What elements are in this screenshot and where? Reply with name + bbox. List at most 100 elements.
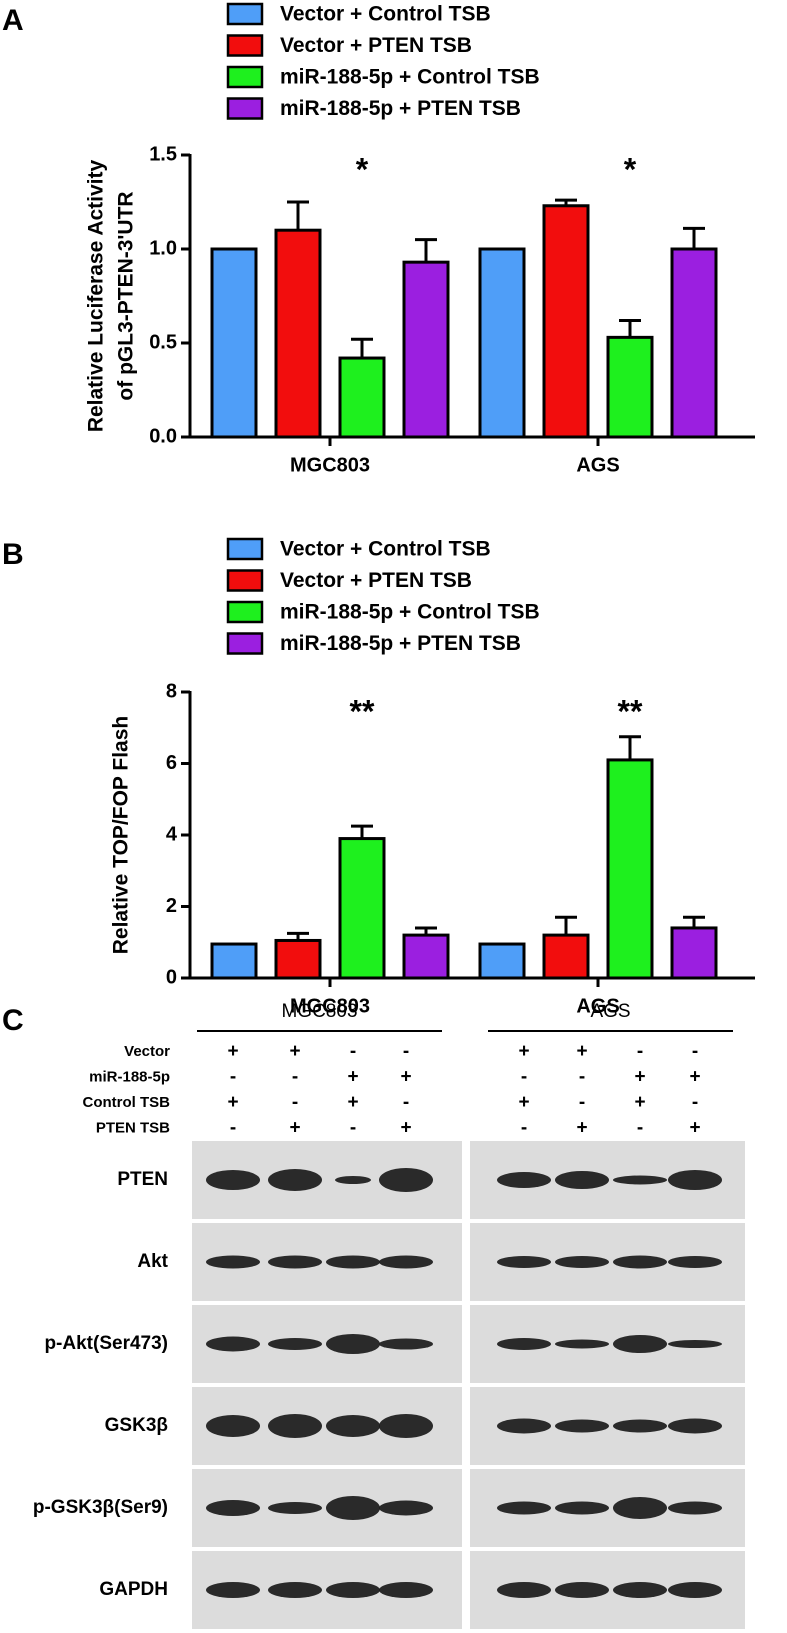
- bar: [402, 933, 450, 980]
- condition-sign: +: [347, 1067, 358, 1088]
- legend-swatch: [226, 2, 264, 26]
- blot-band: [668, 1170, 722, 1190]
- protein-label: p-GSK3β(Ser9): [33, 1497, 168, 1518]
- condition-sign: +: [634, 1067, 645, 1088]
- y-tick-label: 1.0: [149, 237, 177, 259]
- condition-sign: +: [347, 1092, 358, 1113]
- legend-swatch: [226, 600, 264, 624]
- condition-sign: +: [227, 1041, 238, 1062]
- condition-sign: +: [400, 1067, 411, 1088]
- panel-label: B: [2, 538, 24, 571]
- legend-label: Vector + Control TSB: [280, 3, 491, 26]
- blot-band: [268, 1502, 322, 1514]
- panel-label: A: [2, 4, 24, 37]
- y-axis-label: of pGL3-PTEN-3'UTR: [115, 191, 138, 400]
- error-bar: [619, 735, 641, 760]
- blot-band: [206, 1170, 260, 1190]
- condition-sign: -: [230, 1118, 236, 1139]
- bar: [338, 837, 386, 980]
- x-tick-label: AGS: [576, 995, 619, 1017]
- blot-band: [379, 1582, 433, 1598]
- y-axis-label: Relative TOP/FOP Flash: [110, 716, 133, 954]
- condition-sign: -: [692, 1092, 698, 1113]
- bar: [210, 942, 258, 980]
- blot-band: [268, 1414, 322, 1438]
- legend-swatch: [226, 569, 264, 592]
- condition-sign: -: [403, 1041, 409, 1062]
- error-bar: [683, 226, 705, 249]
- legend-label: miR-188-5p + PTEN TSB: [280, 632, 521, 655]
- protein-label: p-Akt(Ser473): [44, 1333, 168, 1354]
- x-tick-label: AGS: [576, 454, 619, 476]
- condition-sign: +: [289, 1041, 300, 1062]
- bar: [274, 228, 322, 439]
- legend-label: Vector + Control TSB: [280, 538, 491, 561]
- blot-band: [497, 1256, 551, 1268]
- error-bar: [351, 824, 373, 839]
- bar: [478, 247, 526, 439]
- condition-label: PTEN TSB: [96, 1119, 170, 1136]
- blot-band: [497, 1338, 551, 1350]
- legend-swatch: [226, 632, 264, 655]
- group-label: MGC803: [281, 1001, 357, 1022]
- y-tick-label: 0: [166, 966, 177, 988]
- condition-sign: -: [637, 1041, 643, 1062]
- blot-band: [668, 1256, 722, 1268]
- condition-sign: +: [227, 1092, 238, 1113]
- condition-label: miR-188-5p: [89, 1068, 170, 1085]
- condition-sign: -: [521, 1118, 527, 1139]
- condition-sign: -: [292, 1067, 298, 1088]
- blot-band: [555, 1582, 609, 1598]
- condition-sign: +: [689, 1118, 700, 1139]
- blot-band: [555, 1501, 609, 1515]
- bar: [606, 758, 654, 980]
- x-tick-label: MGC803: [290, 995, 370, 1017]
- legend-swatch: [226, 97, 264, 120]
- condition-label: Control TSB: [83, 1094, 171, 1111]
- condition-sign: -: [692, 1041, 698, 1062]
- protein-label: GSK3β: [105, 1415, 168, 1436]
- blot-band: [379, 1168, 433, 1192]
- legend-swatch: [226, 34, 264, 57]
- bar: [542, 204, 590, 439]
- bar: [606, 335, 654, 439]
- blot-band: [206, 1336, 260, 1352]
- legend-label: Vector + PTEN TSB: [280, 569, 472, 592]
- condition-sign: +: [518, 1092, 529, 1113]
- blot-band: [379, 1500, 433, 1516]
- bar: [670, 926, 718, 980]
- blot-band: [326, 1496, 380, 1520]
- error-bar: [351, 337, 373, 359]
- error-bar: [619, 318, 641, 338]
- blot-band: [613, 1255, 667, 1269]
- significance-mark: **: [618, 693, 643, 729]
- condition-sign: -: [579, 1067, 585, 1088]
- panel-label: C: [2, 1004, 24, 1037]
- x-tick-label: MGC803: [290, 454, 370, 476]
- y-tick-label: 4: [166, 823, 178, 845]
- condition-sign: +: [576, 1118, 587, 1139]
- blot-band: [268, 1582, 322, 1598]
- blot-band: [379, 1414, 433, 1438]
- blot-band: [497, 1172, 551, 1188]
- legend-swatch: [226, 65, 264, 89]
- y-tick-label: 0.5: [149, 331, 177, 353]
- blot-band: [326, 1415, 380, 1437]
- y-tick-label: 8: [166, 680, 177, 702]
- y-tick-label: 2: [166, 895, 177, 917]
- blot-band: [613, 1175, 667, 1185]
- bar: [402, 260, 450, 439]
- blot-band: [326, 1255, 380, 1269]
- condition-sign: -: [637, 1118, 643, 1139]
- significance-mark: *: [624, 151, 637, 187]
- condition-sign: -: [521, 1067, 527, 1088]
- error-bar: [287, 200, 309, 231]
- blot-band: [555, 1256, 609, 1268]
- blot-band: [326, 1582, 380, 1598]
- condition-sign: +: [576, 1041, 587, 1062]
- bar: [210, 247, 258, 439]
- blot-band: [206, 1255, 260, 1269]
- blot-band: [497, 1501, 551, 1515]
- significance-mark: **: [350, 693, 375, 729]
